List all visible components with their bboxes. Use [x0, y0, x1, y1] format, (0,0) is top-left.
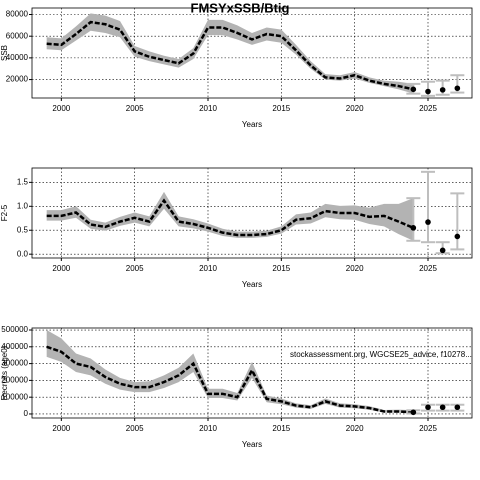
estimate-line: [46, 198, 414, 237]
confidence-band: [46, 330, 414, 414]
y-tick-label: 60000: [6, 31, 29, 40]
x-tick-label: 2015: [272, 104, 290, 113]
x-tick-label: 2015: [272, 264, 290, 273]
projection-point: [410, 86, 417, 93]
projection-point: [425, 219, 431, 225]
y-axis-label: SSB: [0, 45, 9, 61]
x-axis-label: Years: [242, 280, 262, 289]
x-tick-label: 2020: [346, 264, 364, 273]
y-tick-label: 40000: [6, 53, 29, 62]
x-tick-label: 2020: [346, 424, 364, 433]
x-tick-label: 2025: [419, 104, 437, 113]
plot-frame: [31, 167, 473, 259]
y-tick-label: 100000: [1, 392, 28, 401]
confidence-band: [46, 13, 414, 94]
chart-title: FMSYxSSB/Btig: [191, 0, 290, 15]
projection-point: [454, 404, 461, 411]
projection-point: [454, 85, 461, 92]
plot-frame: [31, 327, 473, 419]
projection-point: [425, 88, 431, 95]
y-tick-label: 1.0: [17, 201, 29, 210]
x-tick-label: 2000: [52, 264, 70, 273]
x-tick-label: 2000: [52, 104, 70, 113]
y-tick-label: 1.5: [17, 177, 29, 186]
plot-frame: [31, 7, 473, 99]
projection-point: [410, 225, 417, 231]
x-tick-label: 2015: [272, 424, 290, 433]
y-tick-label: 0.0: [17, 249, 29, 258]
y-tick-label: 80000: [6, 10, 29, 19]
y-tick-label: 0.5: [17, 225, 29, 234]
x-tick-label: 2000: [52, 424, 70, 433]
x-tick-label: 2025: [419, 264, 437, 273]
x-tick-label: 2020: [346, 104, 364, 113]
projection-point: [425, 404, 431, 411]
estimate-line: [46, 345, 414, 414]
x-tick-label: 2025: [419, 424, 437, 433]
projection-point: [454, 233, 461, 240]
y-axis-label: Recruits (age0): [0, 345, 9, 400]
x-tick-label: 2010: [199, 264, 217, 273]
confidence-band: [46, 191, 414, 241]
y-tick-label: 0: [24, 409, 29, 418]
projection-point: [439, 404, 446, 411]
y-tick-label: 400000: [1, 342, 28, 351]
x-tick-label: 2005: [126, 104, 144, 113]
y-tick-label: 300000: [1, 359, 28, 368]
x-tick-label: 2005: [126, 424, 144, 433]
x-tick-label: 2005: [126, 264, 144, 273]
x-tick-label: 2010: [199, 104, 217, 113]
y-axis-label: F2-5: [0, 204, 9, 221]
annotation: stockassessment.org, WGCSE25_advice, f10…: [290, 350, 472, 359]
projection-point: [410, 409, 417, 416]
y-tick-label: 500000: [1, 325, 28, 334]
estimate-line: [46, 20, 414, 91]
projection-point: [439, 87, 446, 93]
x-axis-label: Years: [242, 120, 262, 129]
x-tick-label: 2010: [199, 424, 217, 433]
y-tick-label: 20000: [6, 75, 29, 84]
x-axis-label: Years: [242, 440, 262, 449]
y-tick-label: 200000: [1, 375, 28, 384]
projection-point: [439, 247, 446, 254]
